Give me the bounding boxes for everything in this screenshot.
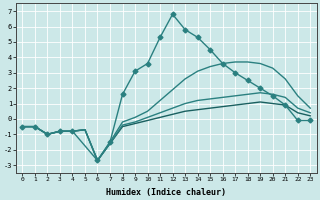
X-axis label: Humidex (Indice chaleur): Humidex (Indice chaleur) bbox=[106, 188, 226, 197]
